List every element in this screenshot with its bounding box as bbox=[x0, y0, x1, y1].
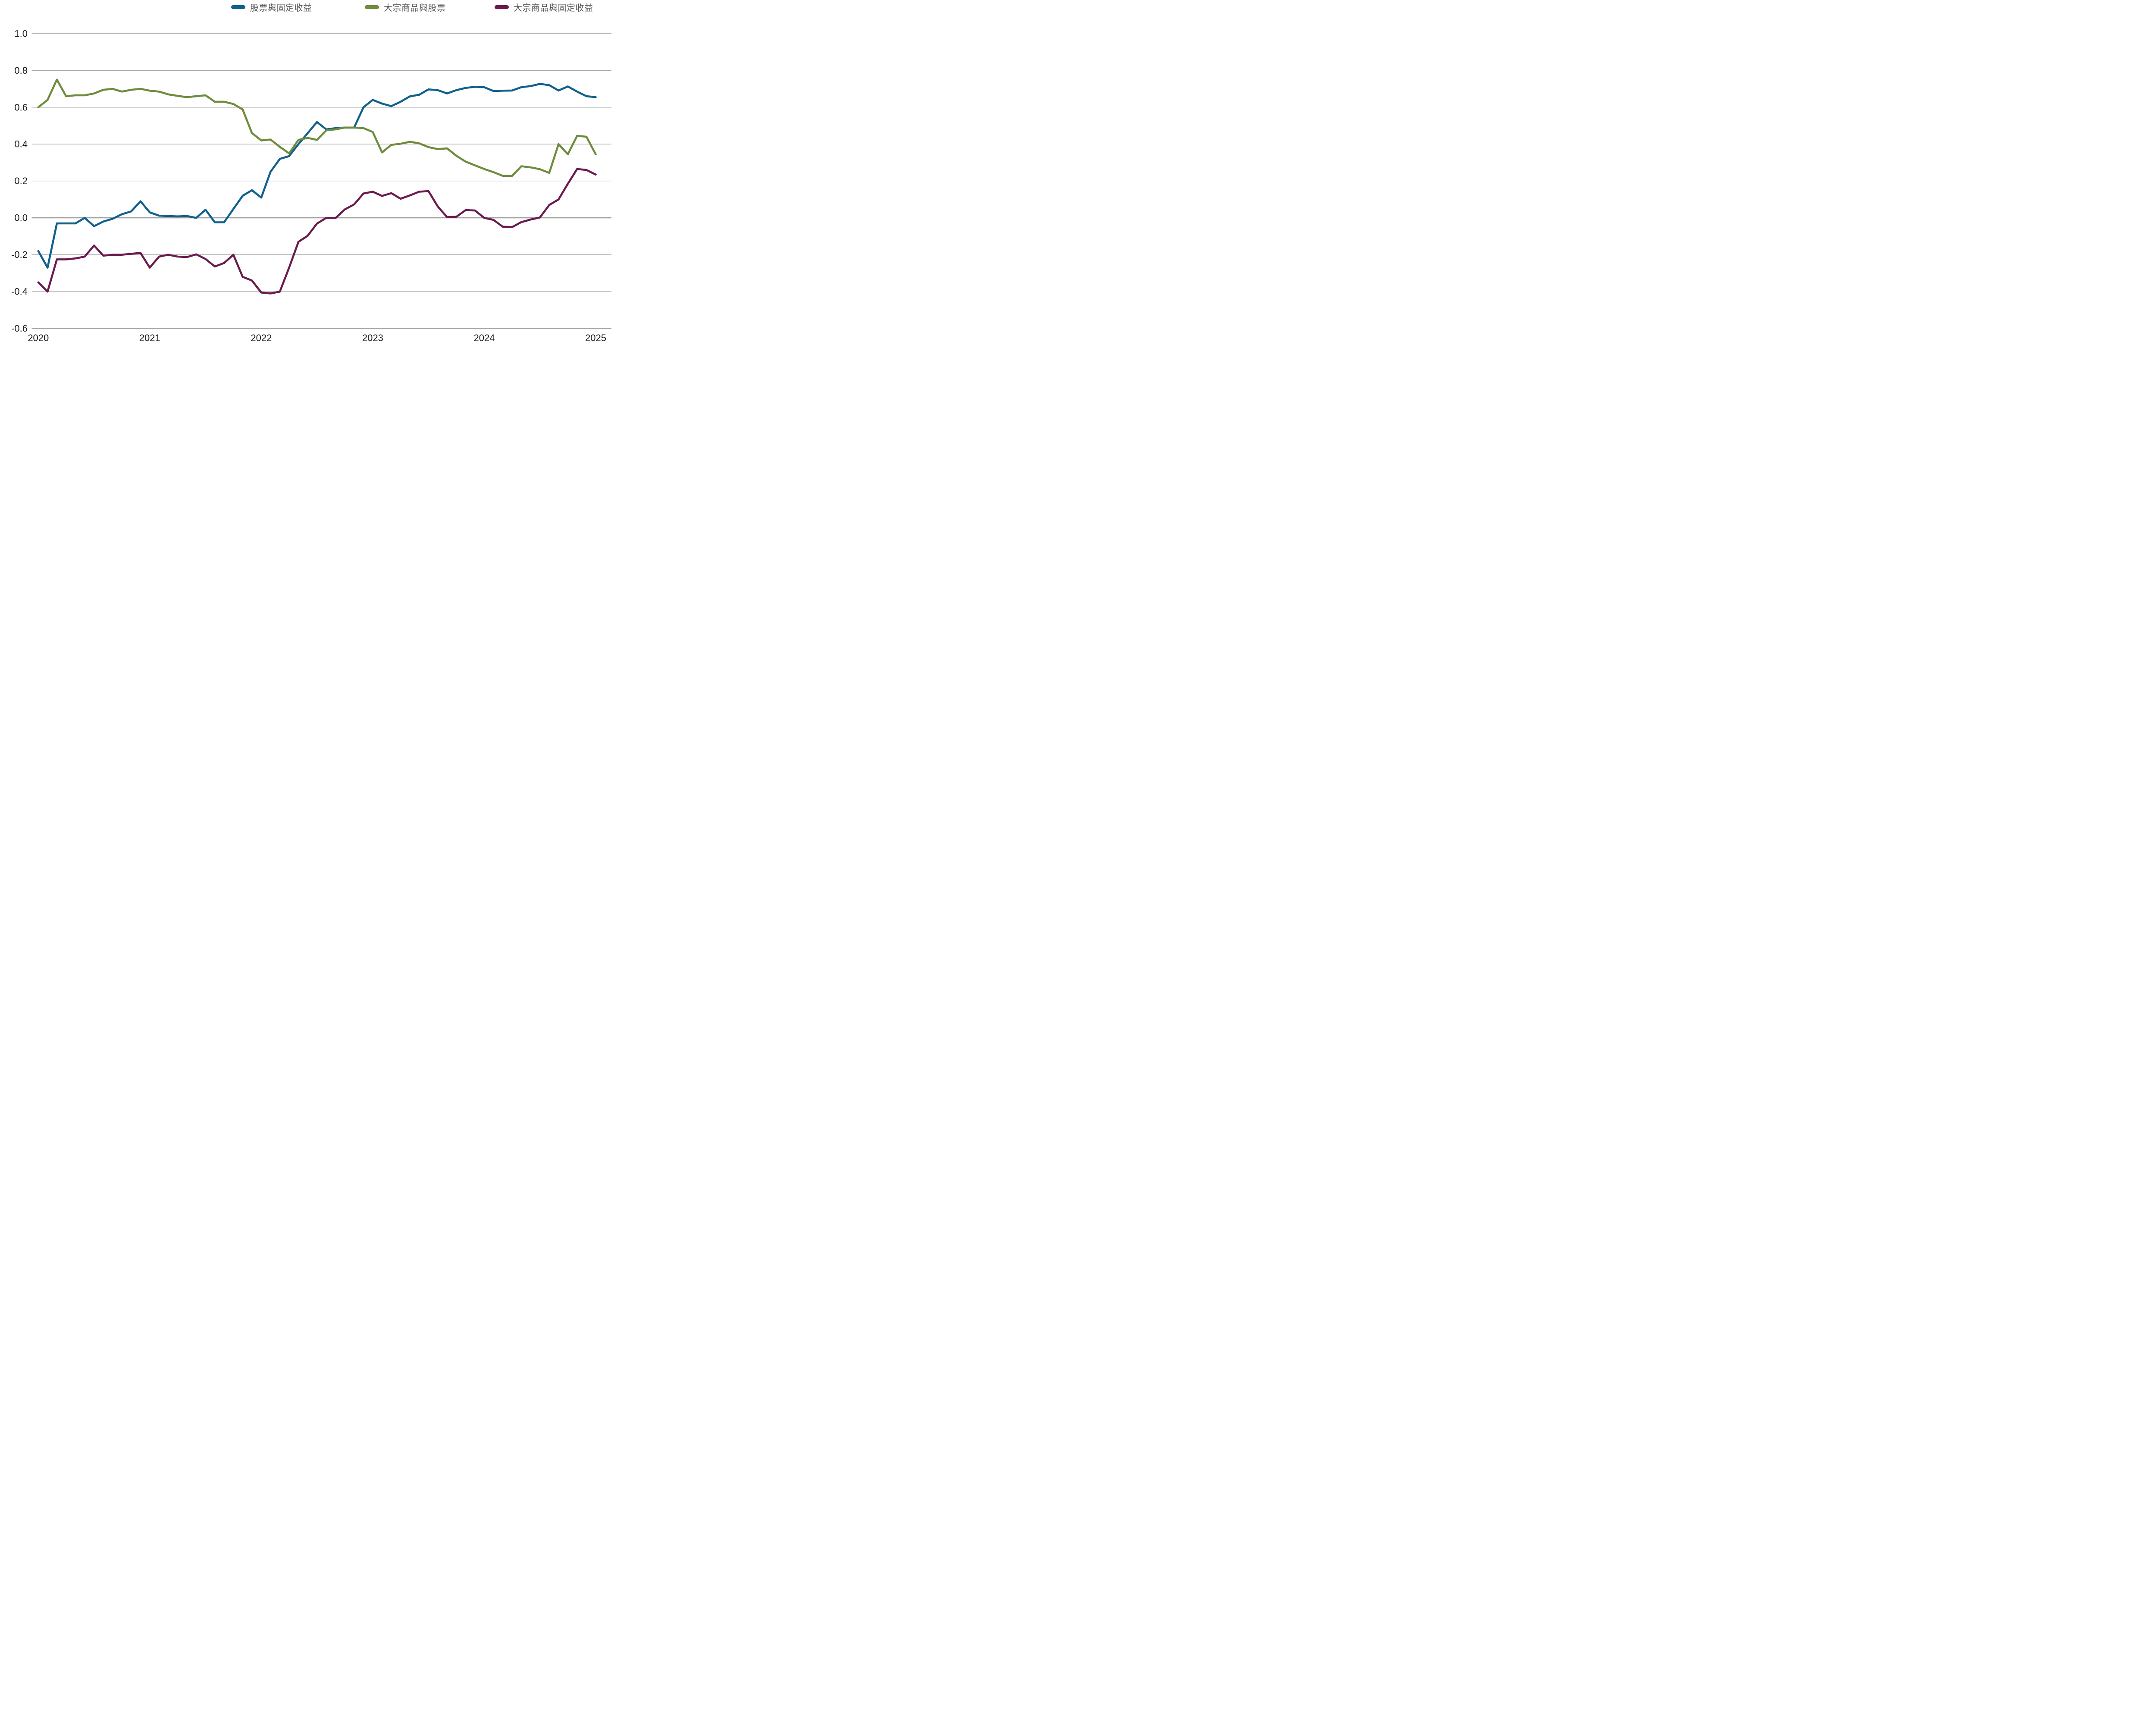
y-axis-tick-label: 0.8 bbox=[14, 65, 28, 76]
legend-item-commodities-fixed-income: 大宗商品與固定收益 bbox=[495, 1, 593, 13]
y-axis-tick-label: 0.2 bbox=[14, 176, 28, 186]
legend-label: 大宗商品與股票 bbox=[384, 3, 446, 13]
series-line-commodities-fixed-income bbox=[37, 168, 597, 295]
y-axis-tick-label: 0.4 bbox=[14, 139, 28, 150]
legend-label: 股票與固定收益 bbox=[250, 3, 312, 13]
y-axis-tick-label: 0.6 bbox=[14, 102, 28, 113]
legend-item-commodities-equities: 大宗商品與股票 bbox=[365, 1, 446, 13]
x-axis-tick-label: 2024 bbox=[474, 332, 495, 343]
legend-item-equity-fixed-income: 股票與固定收益 bbox=[231, 1, 312, 13]
y-axis-tick-label: -0.2 bbox=[11, 249, 28, 260]
chart-legend: 股票與固定收益 大宗商品與股票 大宗商品與固定收益 bbox=[0, 1, 613, 13]
legend-line-swatch-blue-icon bbox=[231, 5, 245, 9]
legend-line-swatch-green-icon bbox=[365, 5, 379, 9]
chart-area: 1.0 0.8 0.6 0.4 0.2 0.0 -0.2 -0.4 -0.6 2020 2021 20… bbox=[0, 0, 613, 345]
x-axis-tick-label: 2025 bbox=[585, 332, 606, 343]
legend-line-swatch-maroon-icon bbox=[495, 5, 509, 9]
legend-label: 大宗商品與固定收益 bbox=[514, 3, 593, 13]
series-line-equity-fixed-income bbox=[37, 83, 597, 269]
y-axis-tick-label: 1.0 bbox=[14, 28, 28, 39]
x-axis-tick-label: 2020 bbox=[28, 332, 49, 343]
x-axis-tick-label: 2021 bbox=[139, 332, 160, 343]
x-axis-tick-label: 2023 bbox=[362, 332, 383, 343]
y-axis-tick-label: -0.4 bbox=[11, 286, 28, 297]
y-axis-tick-label: -0.6 bbox=[11, 323, 28, 334]
y-axis-tick-label: 0.0 bbox=[14, 213, 28, 223]
series-line-commodities-equities bbox=[37, 78, 597, 177]
x-axis-tick-label: 2022 bbox=[251, 332, 272, 343]
